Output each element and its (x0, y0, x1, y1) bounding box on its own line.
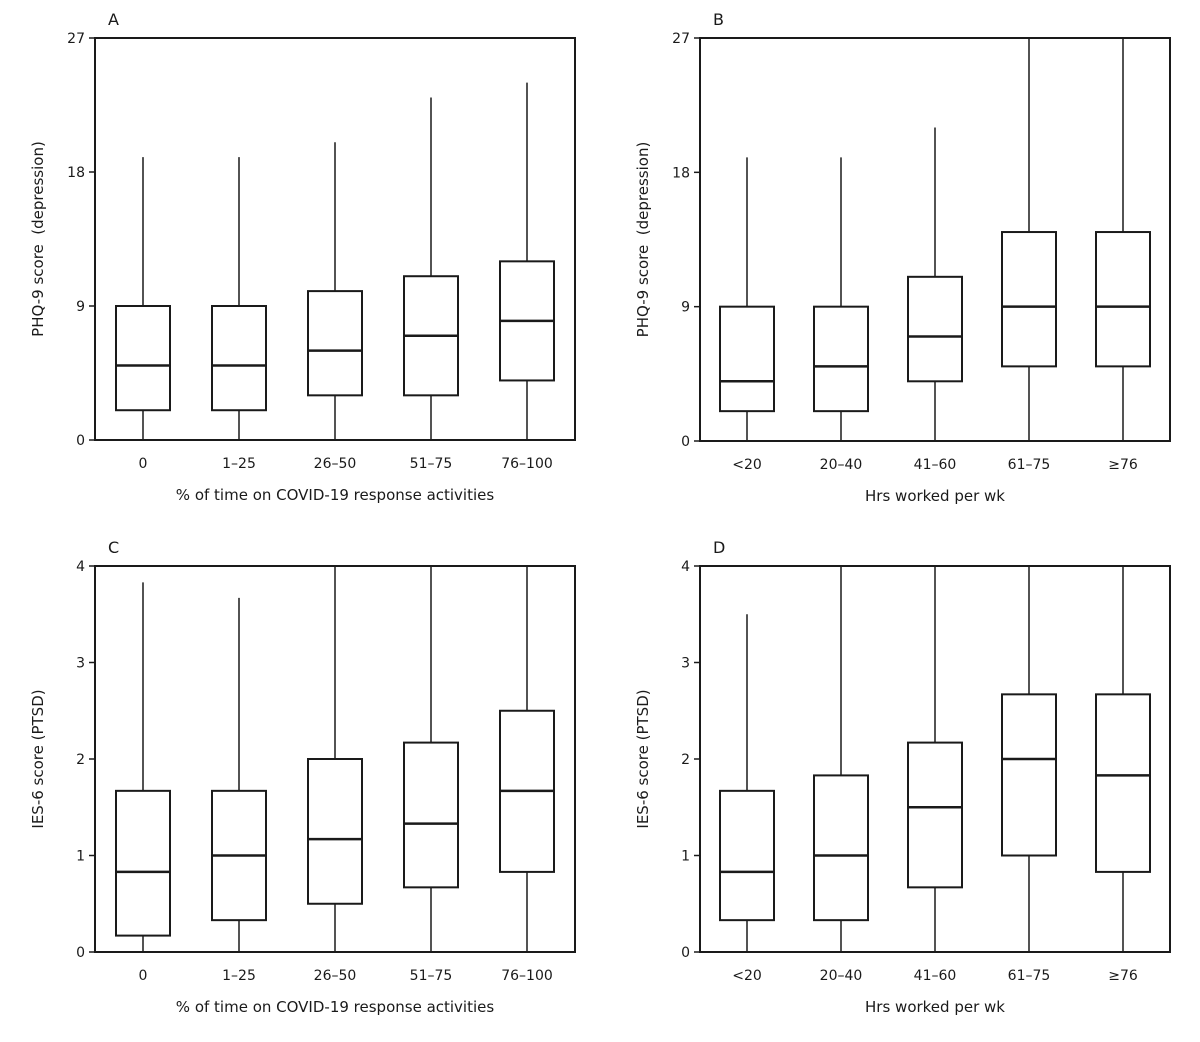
y-tick-label: 4 (76, 559, 85, 575)
iqr-box (211, 305, 267, 412)
x-tick-label: ≥76 (1108, 457, 1138, 473)
y-tick-label: 1 (76, 849, 85, 865)
iqr-box (1095, 231, 1151, 368)
x-tick-label: 76–100 (501, 968, 553, 984)
y-tick-label: 18 (67, 165, 85, 181)
iqr-box (115, 305, 171, 412)
iqr-box (907, 741, 963, 889)
iqr-box (1095, 693, 1151, 873)
x-axis-title: % of time on COVID-19 response activitie… (176, 486, 495, 504)
y-tick-label: 1 (681, 849, 690, 865)
box-3 (907, 566, 963, 952)
panel-b: B 0 9 18 27 <20 20–40 41–60 61–75 ≥76 Hrs worked p… (634, 10, 1171, 505)
x-tick-label: 0 (139, 456, 148, 472)
x-tick-label: 61–75 (1008, 457, 1051, 473)
box-2 (211, 597, 267, 952)
box-1 (115, 582, 171, 952)
x-tick-label: 41–60 (914, 968, 957, 984)
panel-letter: D (713, 538, 725, 557)
x-axis-title: % of time on COVID-19 response activitie… (176, 998, 495, 1016)
iqr-box (403, 741, 459, 889)
iqr-box (1001, 693, 1057, 857)
panel-c: C 0 1 2 3 4 0 1–25 26–50 51–75 76–100 % of time on … (29, 538, 576, 1016)
iqr-box (813, 305, 869, 413)
y-tick-label: 0 (76, 945, 85, 961)
x-tick-label: 41–60 (914, 457, 957, 473)
box-4 (1001, 566, 1057, 952)
x-tick-label: 20–40 (820, 457, 863, 473)
box-5 (499, 82, 555, 440)
y-axis-title: PHQ-9 score (depression) (29, 141, 47, 337)
y-tick-label: 0 (681, 434, 690, 450)
y-axis-title: IES-6 score (PTSD) (29, 689, 47, 828)
box-3 (307, 566, 363, 952)
iqr-box (813, 774, 869, 922)
box-3 (907, 127, 963, 441)
y-tick-label: 0 (76, 433, 85, 449)
y-tick-label: 9 (681, 300, 690, 316)
y-tick-label: 4 (681, 559, 690, 575)
iqr-box (1001, 231, 1057, 368)
y-tick-label: 27 (672, 31, 690, 47)
x-tick-label: 1–25 (222, 456, 256, 472)
x-tick-label: 20–40 (820, 968, 863, 984)
x-tick-label: <20 (732, 968, 762, 984)
y-tick-label: 3 (681, 656, 690, 672)
x-tick-label: 1–25 (222, 968, 256, 984)
box-2 (211, 157, 267, 440)
panel-d: D 0 1 2 3 4 <20 20–40 41–60 61–75 ≥76 Hrs worked pe… (634, 538, 1171, 1016)
iqr-box (907, 275, 963, 383)
x-tick-label: 26–50 (314, 456, 357, 472)
box-1 (719, 157, 775, 441)
y-tick-label: 2 (681, 752, 690, 768)
y-axis-title: IES-6 score (PTSD) (634, 689, 652, 828)
x-tick-label: 76–100 (501, 456, 553, 472)
box-4 (403, 566, 459, 952)
iqr-box (307, 758, 363, 905)
box-5 (499, 566, 555, 952)
y-tick-label: 18 (672, 165, 690, 181)
box-2 (813, 566, 869, 952)
box-5 (1095, 566, 1151, 952)
y-tick-label: 3 (76, 656, 85, 672)
x-axis-title: Hrs worked per wk (865, 998, 1005, 1016)
box-1 (719, 614, 775, 952)
panel-a: A 0 9 18 27 0 1–25 26–50 51–75 76–100 % of time on… (29, 10, 576, 504)
x-tick-label: 61–75 (1008, 968, 1051, 984)
panel-letter: C (108, 538, 119, 557)
y-tick-label: 27 (67, 31, 85, 47)
iqr-box (719, 789, 775, 922)
x-axis-title: Hrs worked per wk (865, 487, 1005, 505)
x-tick-label: ≥76 (1108, 968, 1138, 984)
iqr-box (307, 290, 363, 397)
y-tick-label: 2 (76, 752, 85, 768)
iqr-box (115, 789, 171, 937)
box-2 (813, 157, 869, 441)
box-4 (403, 97, 459, 440)
x-tick-label: 51–75 (410, 968, 453, 984)
panel-letter: B (713, 10, 724, 29)
panel-letter: A (108, 10, 119, 29)
box-3 (307, 142, 363, 440)
y-axis-title: PHQ-9 score (depression) (634, 142, 652, 338)
box-4 (1001, 38, 1057, 441)
y-tick-label: 9 (76, 299, 85, 315)
x-tick-label: 0 (139, 968, 148, 984)
box-1 (115, 157, 171, 440)
x-tick-label: 26–50 (314, 968, 357, 984)
x-tick-label: 51–75 (410, 456, 453, 472)
box-5 (1095, 38, 1151, 441)
x-tick-label: <20 (732, 457, 762, 473)
y-tick-label: 0 (681, 945, 690, 961)
iqr-box (719, 305, 775, 413)
